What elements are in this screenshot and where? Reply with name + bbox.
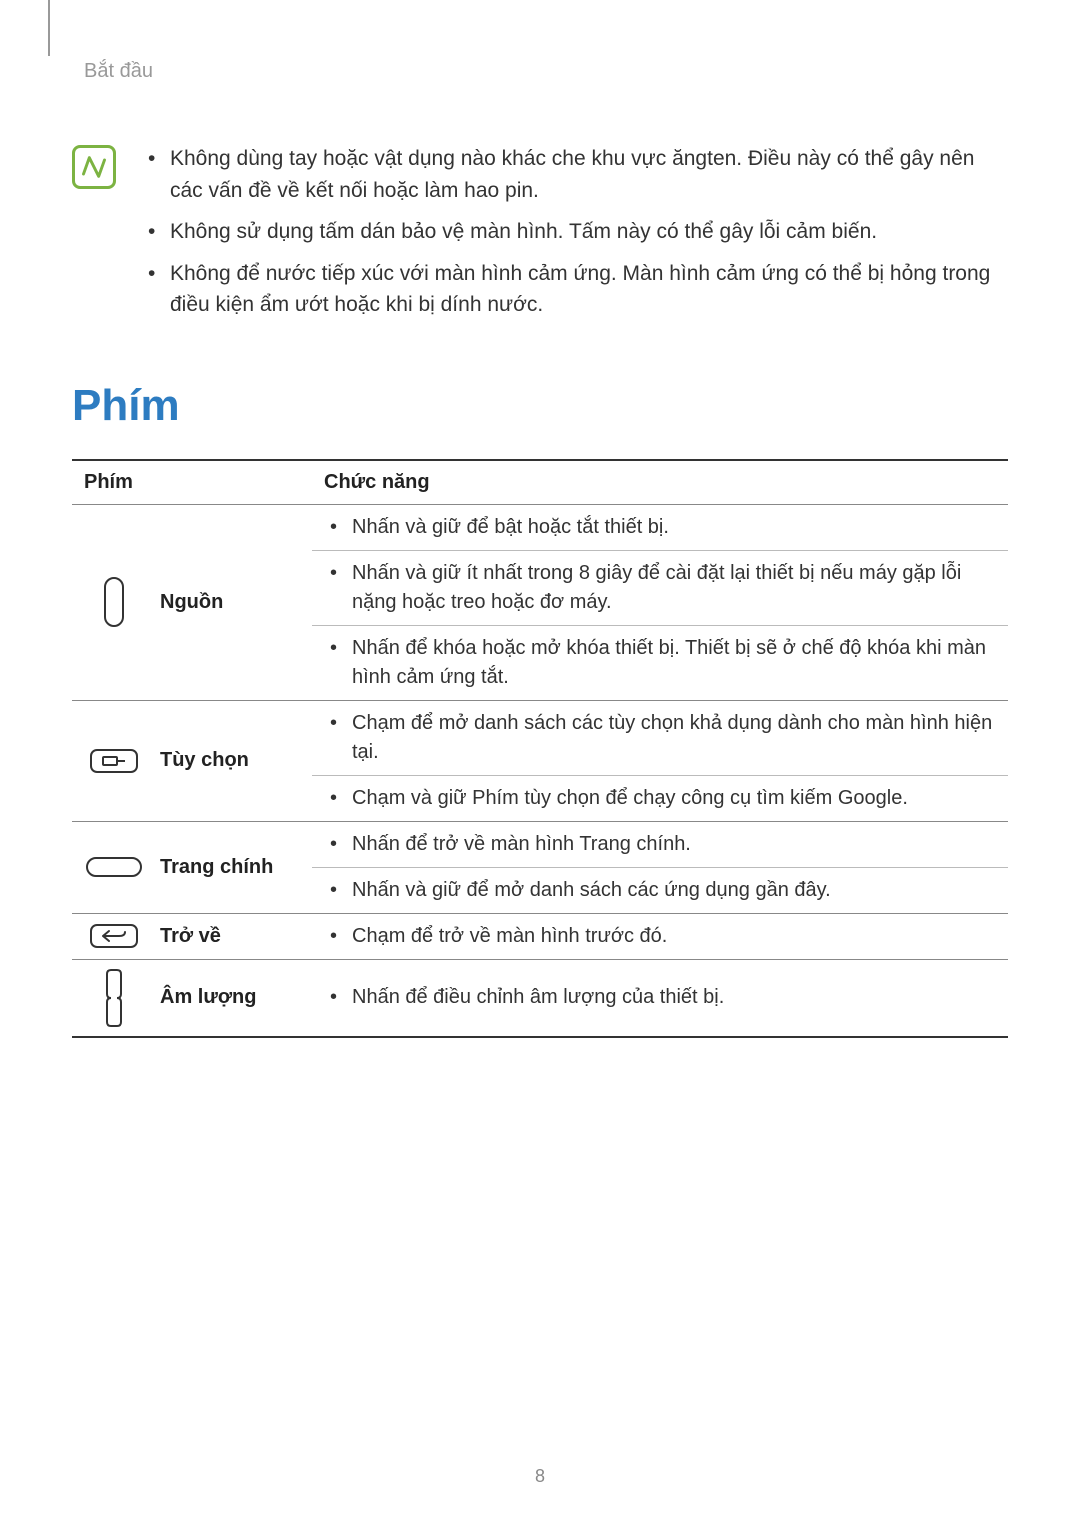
key-label: Trở về: [160, 925, 221, 948]
keys-table: Phím Chức năng Nguồn: [72, 459, 1008, 1038]
func-list: Nhấn để trở về màn hình Trang chính. Nhấ…: [312, 822, 1008, 913]
note-item: Không sử dụng tấm dán bảo vệ màn hình. T…: [140, 216, 1008, 248]
table-row: Nguồn Nhấn và giữ để bật hoặc tắt thiết …: [72, 504, 1008, 700]
key-label: Nguồn: [160, 591, 223, 614]
func-item: Nhấn và giữ để mở danh sách các ứng dụng…: [312, 867, 1008, 913]
func-item: Nhấn và giữ ít nhất trong 8 giây để cài …: [312, 550, 1008, 625]
header-accent-line: [48, 0, 50, 56]
func-item: Nhấn để trở về màn hình Trang chính.: [312, 822, 1008, 867]
func-item: Chạm để trở về màn hình trước đó.: [312, 914, 1008, 959]
table-row: Tùy chọn Chạm để mở danh sách các tùy ch…: [72, 700, 1008, 821]
note-icon: [72, 145, 116, 189]
options-key-icon: [84, 748, 144, 774]
page-number: 8: [0, 1466, 1080, 1487]
table-header-func: Chức năng: [312, 460, 1008, 505]
table-row: Trở về Chạm để trở về màn hình trước đó.: [72, 913, 1008, 959]
func-list: Chạm để mở danh sách các tùy chọn khả dụ…: [312, 701, 1008, 821]
table-row: Trang chính Nhấn để trở về màn hình Tran…: [72, 821, 1008, 913]
note-list: Không dùng tay hoặc vật dụng nào khác ch…: [140, 143, 1008, 331]
func-list: Chạm để trở về màn hình trước đó.: [312, 914, 1008, 959]
back-key-icon: [84, 923, 144, 949]
page-content: Bắt đầu Không dùng tay hoặc vật dụng nào…: [0, 0, 1080, 1038]
func-item: Nhấn và giữ để bật hoặc tắt thiết bị.: [312, 505, 1008, 550]
breadcrumb: Bắt đầu: [84, 60, 1008, 83]
key-label: Tùy chọn: [160, 749, 249, 772]
func-item: Nhấn để khóa hoặc mở khóa thiết bị. Thiế…: [312, 625, 1008, 700]
section-title: Phím: [72, 381, 1008, 431]
func-list: Nhấn và giữ để bật hoặc tắt thiết bị. Nh…: [312, 505, 1008, 700]
note-item: Không để nước tiếp xúc với màn hình cảm …: [140, 258, 1008, 321]
table-header-key: Phím: [72, 460, 312, 505]
volume-key-icon: [84, 968, 144, 1028]
home-key-icon: [84, 856, 144, 878]
note-item: Không dùng tay hoặc vật dụng nào khác ch…: [140, 143, 1008, 206]
table-row: Âm lượng Nhấn để điều chỉnh âm lượng của…: [72, 959, 1008, 1037]
power-key-icon: [84, 576, 144, 628]
func-item: Chạm để mở danh sách các tùy chọn khả dụ…: [312, 701, 1008, 775]
func-item: Chạm và giữ Phím tùy chọn để chạy công c…: [312, 775, 1008, 821]
func-list: Nhấn để điều chỉnh âm lượng của thiết bị…: [312, 975, 1008, 1020]
key-label: Âm lượng: [160, 986, 256, 1009]
key-label: Trang chính: [160, 856, 273, 879]
func-item: Nhấn để điều chỉnh âm lượng của thiết bị…: [312, 975, 1008, 1020]
note-block: Không dùng tay hoặc vật dụng nào khác ch…: [72, 143, 1008, 331]
